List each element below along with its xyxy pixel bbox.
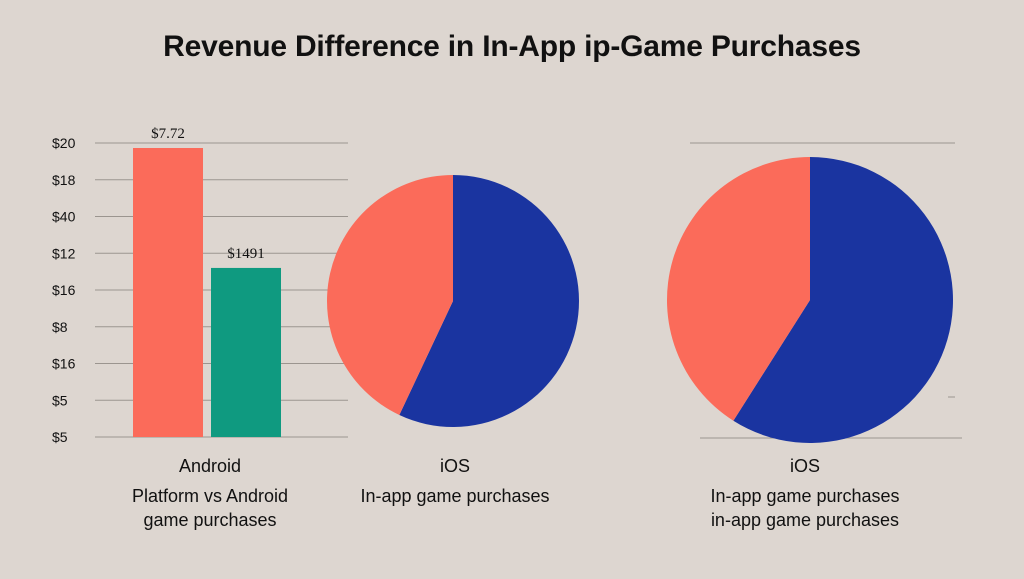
pie-1-label-line-1: iOS [439,456,470,476]
bar-value-label-2: $1491 [227,246,265,262]
pie-2-label: iOS In-app game purchases in-app game pu… [680,454,930,532]
pie-2-label-line-1: iOS [789,456,820,476]
y-tick-label: $16 [52,356,76,372]
bar-chart-label-line-1: Android [178,456,242,476]
chart-title: Revenue Difference in In-App ip-Game Pur… [163,30,861,63]
pie-2-label-line-2: In-app game purchases [710,486,900,506]
bar-chart-label-line-2: Platform vs Android [131,486,289,506]
y-tick-label: $5 [52,429,68,445]
pie-2-slice-2 [667,157,810,421]
bar-value-label-1: $7.72 [151,126,185,142]
bar-chart-label: Android Platform vs Android game purchas… [90,454,330,532]
y-tick-label: $16 [52,282,76,298]
y-tick-label: $8 [52,319,68,335]
y-tick-label: $40 [52,209,76,225]
y-tick-label: $5 [52,392,68,408]
y-tick-label: $12 [52,245,76,261]
y-tick-label: $18 [52,172,76,188]
bar-2 [211,267,281,437]
pie-1-label: iOS In-app game purchases [340,454,570,508]
pie-2-slice-1 [733,157,953,443]
pie-1-label-line-2: In-app game purchases [360,486,550,506]
pie-1-slice-2 [327,175,453,416]
bar-chart-label-line-3: game purchases [143,510,277,530]
y-tick-label: $20 [52,135,76,151]
bar-1 [133,148,203,437]
pie-2-label-line-3: in-app game purchases [710,510,900,530]
pie-1-slice-1 [399,175,579,427]
